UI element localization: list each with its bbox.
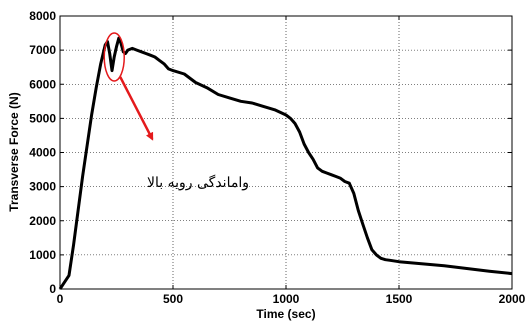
x-tick-label: 500 xyxy=(163,292,183,306)
y-tick-label: 4000 xyxy=(29,146,56,160)
force-series-line xyxy=(58,36,513,290)
x-axis-label: Time (sec) xyxy=(256,307,315,321)
annotation-text: واماندگی رویه بالا xyxy=(147,174,249,191)
y-tick-label: 6000 xyxy=(29,77,56,91)
y-tick-label: 8000 xyxy=(29,9,56,23)
y-tick-label: 3000 xyxy=(29,180,56,194)
grid-layer xyxy=(60,16,512,289)
x-tick-label: 2000 xyxy=(499,292,526,306)
series-layer xyxy=(58,36,513,290)
y-tick-label: 7000 xyxy=(29,43,56,57)
x-tick-label: 1500 xyxy=(386,292,413,306)
y-axis-label: Transverse Force (N) xyxy=(7,92,21,211)
x-tick-label: 1000 xyxy=(273,292,300,306)
annotation-arrow xyxy=(119,76,154,141)
y-tick-label: 1000 xyxy=(29,248,56,262)
y-tick-label: 0 xyxy=(49,282,56,296)
annotation-layer: واماندگی رویه بالا xyxy=(103,32,249,191)
annotation-ellipse xyxy=(103,32,125,82)
axis-layer: 0 500 1000 1500 2000 0 1000 2000 3000 4000 5000 600… xyxy=(29,9,525,306)
y-tick-label: 5000 xyxy=(29,111,56,125)
y-tick-label: 2000 xyxy=(29,214,56,228)
x-tick-label: 0 xyxy=(57,292,64,306)
